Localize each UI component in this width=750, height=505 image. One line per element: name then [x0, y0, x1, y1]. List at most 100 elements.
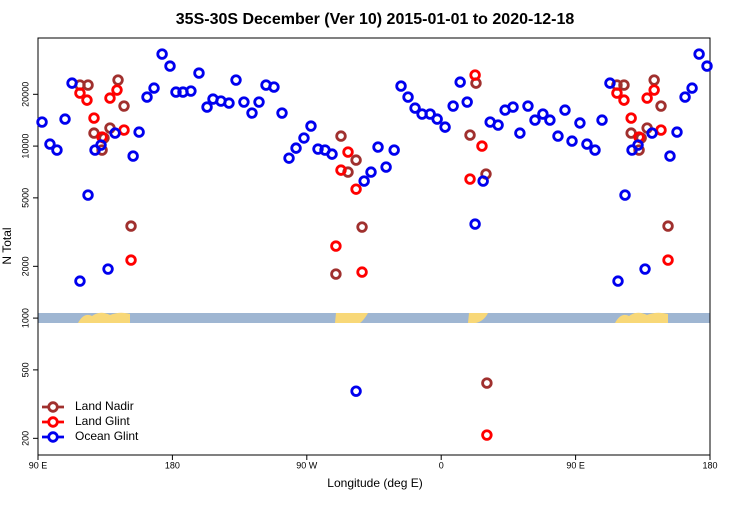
legend-marker — [47, 401, 59, 413]
point — [156, 48, 168, 60]
point — [476, 140, 488, 152]
point — [439, 121, 451, 133]
point — [372, 141, 384, 153]
point — [201, 101, 213, 113]
point — [148, 82, 160, 94]
point — [238, 96, 250, 108]
point — [447, 100, 459, 112]
point — [507, 101, 519, 113]
point — [469, 218, 481, 230]
point — [461, 96, 473, 108]
y-axis-label: N Total — [0, 227, 14, 264]
x-tick-label: 90 W — [296, 460, 318, 470]
point — [522, 100, 534, 112]
x-tick-label: 180 — [702, 460, 717, 470]
legend-marker — [47, 416, 59, 428]
point — [671, 126, 683, 138]
point — [112, 74, 124, 86]
point — [102, 263, 114, 275]
point — [335, 164, 347, 176]
point — [566, 135, 578, 147]
point — [664, 150, 676, 162]
point — [679, 91, 691, 103]
point — [481, 377, 493, 389]
point — [701, 60, 713, 72]
point — [290, 142, 302, 154]
point — [388, 144, 400, 156]
point — [111, 84, 123, 96]
point — [646, 127, 658, 139]
point — [164, 60, 176, 72]
legend-label: Land Nadir — [75, 399, 134, 413]
point — [559, 104, 571, 116]
point — [655, 100, 667, 112]
point — [639, 263, 651, 275]
point — [125, 220, 137, 232]
point — [88, 112, 100, 124]
point — [82, 189, 94, 201]
point — [492, 119, 504, 131]
point — [477, 175, 489, 187]
point — [611, 87, 623, 99]
point — [118, 100, 130, 112]
point — [104, 92, 116, 104]
point — [185, 85, 197, 97]
point — [96, 144, 108, 156]
point — [230, 74, 242, 86]
point — [298, 132, 310, 144]
point — [95, 139, 107, 151]
point — [81, 94, 93, 106]
point — [268, 81, 280, 93]
map-strip — [38, 312, 710, 323]
point — [74, 87, 86, 99]
legend-label: Ocean Glint — [75, 429, 139, 443]
legend-marker — [47, 431, 59, 443]
point — [409, 102, 421, 114]
point — [529, 114, 541, 126]
point — [350, 183, 362, 195]
point — [686, 82, 698, 94]
y-tick-label: 200 — [20, 431, 30, 446]
point — [66, 77, 78, 89]
point — [596, 114, 608, 126]
point — [356, 221, 368, 233]
point — [464, 129, 476, 141]
point — [118, 124, 130, 136]
plot-frame — [37, 37, 711, 456]
point — [395, 80, 407, 92]
point — [133, 126, 145, 138]
point — [109, 127, 121, 139]
point — [335, 130, 347, 142]
point — [312, 143, 324, 155]
point — [74, 275, 86, 287]
point — [350, 385, 362, 397]
point — [662, 254, 674, 266]
point — [693, 48, 705, 60]
x-tick-label: 90 E — [29, 460, 48, 470]
legend-label: Land Glint — [75, 414, 130, 428]
point — [44, 138, 56, 150]
point — [59, 113, 71, 125]
point — [253, 96, 265, 108]
y-tick-label: 2000 — [20, 256, 30, 276]
point — [330, 268, 342, 280]
point — [276, 107, 288, 119]
point — [544, 114, 556, 126]
point — [454, 76, 466, 88]
x-axis-label: Longitude (deg E) — [327, 476, 422, 490]
point — [380, 161, 392, 173]
point — [464, 173, 476, 185]
point — [125, 254, 137, 266]
y-tick-label: 20000 — [20, 82, 30, 107]
point — [246, 107, 258, 119]
point — [618, 94, 630, 106]
point — [51, 144, 63, 156]
point — [402, 91, 414, 103]
point — [305, 120, 317, 132]
point — [350, 154, 362, 166]
point — [662, 220, 674, 232]
point — [552, 130, 564, 142]
point — [589, 144, 601, 156]
point — [356, 266, 368, 278]
